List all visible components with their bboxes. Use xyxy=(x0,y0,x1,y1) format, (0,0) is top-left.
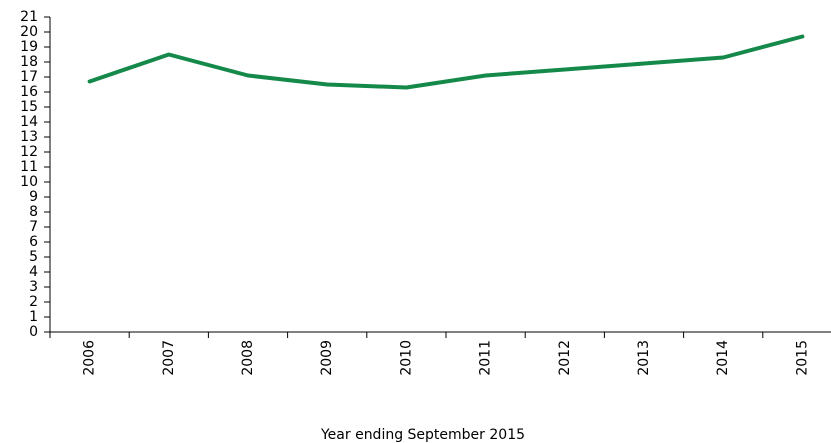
y-tick-label: 17 xyxy=(20,69,38,85)
x-tick-label: 2010 xyxy=(398,340,414,376)
y-tick-label: 1 xyxy=(29,309,38,325)
y-tick-label: 10 xyxy=(20,174,38,190)
y-tick-label: 0 xyxy=(29,324,38,340)
y-tick-label: 19 xyxy=(20,39,38,55)
y-tick-label: 5 xyxy=(29,249,38,265)
x-tick-label: 2008 xyxy=(240,340,256,376)
y-tick-label: 18 xyxy=(20,54,38,70)
x-tick-label: 2011 xyxy=(478,340,494,376)
y-tick-label: 6 xyxy=(29,234,38,250)
y-tick-label: 8 xyxy=(29,204,38,220)
y-tick-label: 9 xyxy=(29,189,38,205)
y-tick-label: 7 xyxy=(29,219,38,235)
x-tick-label: 2015 xyxy=(794,340,810,376)
y-tick-label: 11 xyxy=(20,159,38,175)
y-tick-label: 3 xyxy=(29,279,38,295)
y-tick-label: 12 xyxy=(20,144,38,160)
y-tick-label: 20 xyxy=(20,24,38,40)
y-tick-label: 21 xyxy=(20,9,38,25)
x-tick-label: 2007 xyxy=(161,340,177,376)
y-tick-label: 15 xyxy=(20,99,38,115)
y-tick-label: 2 xyxy=(29,294,38,310)
y-tick-label: 16 xyxy=(20,84,38,100)
x-axis-title: Year ending September 2015 xyxy=(320,427,525,443)
x-tick-label: 2014 xyxy=(715,340,731,376)
y-tick-label: 14 xyxy=(20,114,38,130)
x-tick-label: 2006 xyxy=(82,340,98,376)
y-tick-label: 13 xyxy=(20,129,38,145)
y-tick-label: 4 xyxy=(29,264,38,280)
x-tick-label: 2012 xyxy=(557,340,573,376)
data-line xyxy=(87,34,805,90)
x-tick-label: 2009 xyxy=(319,340,335,376)
x-tick-label: 2013 xyxy=(636,340,652,376)
